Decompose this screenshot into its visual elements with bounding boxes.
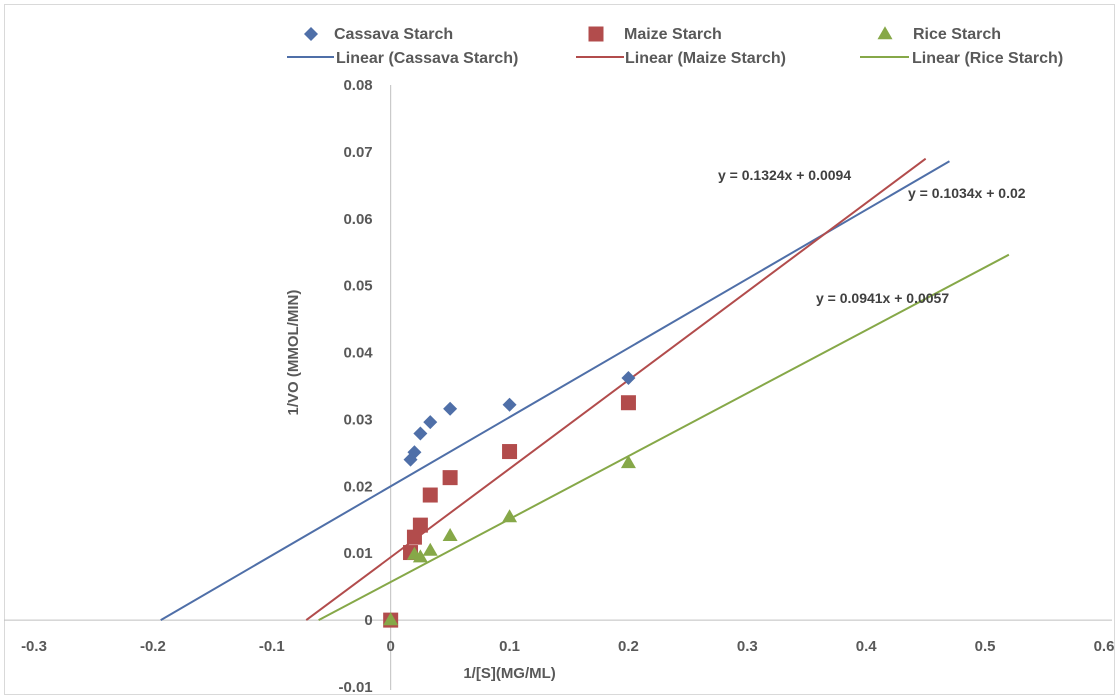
legend-label: Cassava Starch (334, 26, 453, 43)
y-tick-label: 0.04 (343, 345, 373, 362)
legend-marker (304, 27, 318, 41)
data-point-rice-starch (383, 612, 399, 626)
data-point-cassava-starch (407, 445, 422, 460)
data-point-maize-starch (502, 444, 518, 460)
chart-area (4, 4, 1115, 695)
data-point-cassava-starch (413, 426, 428, 441)
x-tick-label: 0.4 (856, 638, 878, 655)
y-tick-label: 0.08 (343, 77, 372, 94)
data-point-rice-starch (502, 509, 518, 523)
data-point-cassava-starch (443, 401, 458, 416)
data-point-rice-starch (442, 528, 458, 542)
data-point-maize-starch (442, 470, 458, 486)
legend-marker (588, 26, 604, 42)
trendline-equation: y = 0.0941x + 0.0057 (816, 290, 949, 306)
x-tick-label: -0.1 (259, 638, 285, 655)
x-tick-label: -0.3 (21, 638, 47, 655)
data-point-cassava-starch (502, 397, 517, 412)
y-tick-label: 0 (364, 612, 372, 629)
legend-label: Rice Starch (913, 26, 1001, 43)
x-tick-label: 0.5 (975, 638, 996, 655)
data-point-rice-starch (412, 549, 428, 563)
legend-label: Linear (Rice Starch) (912, 50, 1063, 67)
trendline-equation: y = 0.1324x + 0.0094 (718, 167, 851, 183)
x-axis-title: 1/[S](MG/ML) (463, 665, 555, 682)
x-tick-label: 0.1 (499, 638, 520, 655)
data-point-maize-starch (422, 487, 438, 503)
legend-marker (877, 26, 893, 40)
y-tick-label: 0.01 (343, 545, 372, 562)
x-tick-label: 0.6 (1094, 638, 1115, 655)
y-tick-label: -0.01 (338, 679, 372, 696)
x-tick-label: 0.3 (737, 638, 758, 655)
x-tick-label: 0 (386, 638, 394, 655)
data-point-maize-starch (620, 395, 636, 411)
legend-label: Linear (Maize Starch) (625, 50, 786, 67)
y-tick-label: 0.02 (343, 478, 372, 495)
data-point-rice-starch (422, 542, 438, 556)
legend-label: Linear (Cassava Starch) (336, 50, 518, 67)
trendline-linear-maize-starch (305, 157, 927, 621)
data-point-maize-starch (412, 517, 428, 533)
legend-label: Maize Starch (624, 26, 722, 43)
y-axis-title: 1/VO (MMOL/MIN) (285, 290, 302, 416)
y-tick-label: 0.03 (343, 411, 372, 428)
x-tick-label: -0.2 (140, 638, 166, 655)
data-point-cassava-starch (423, 415, 438, 430)
y-tick-label: 0.05 (343, 278, 372, 295)
data-point-maize-starch (406, 529, 422, 545)
y-tick-label: 0.06 (343, 211, 372, 228)
y-tick-label: 0.07 (343, 144, 372, 161)
trendline-linear-rice-starch (318, 253, 1010, 622)
trendline-equation: y = 0.1034x + 0.02 (908, 185, 1026, 201)
data-point-cassava-starch (621, 370, 636, 385)
data-point-rice-starch (620, 455, 636, 469)
x-tick-label: 0.2 (618, 638, 639, 655)
